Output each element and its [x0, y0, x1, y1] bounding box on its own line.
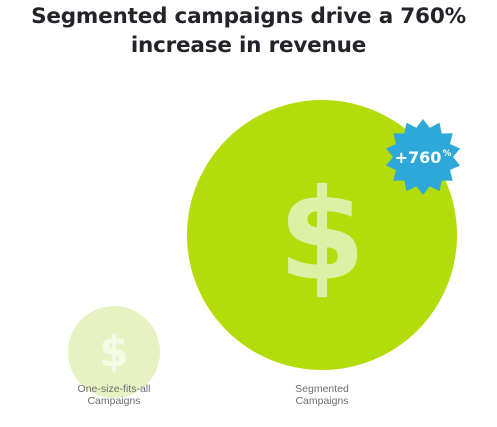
category-label: Campaigns	[295, 395, 348, 407]
increase-badge: +760%	[385, 119, 461, 195]
category-label: One-size-fits-all	[78, 383, 151, 395]
category-label: Segmented	[295, 383, 349, 395]
increase-suffix: %	[442, 149, 451, 159]
increase-label: +760	[395, 148, 442, 167]
value-bubble	[67, 305, 161, 399]
chart-title: Segmented campaigns drive a 760% increas…	[31, 4, 466, 58]
value-bubble	[187, 100, 457, 370]
category-label: Campaigns	[87, 395, 140, 407]
dollar-icon: $	[99, 327, 129, 377]
starburst-badge-icon	[385, 119, 461, 195]
dollar-icon: $	[278, 162, 366, 309]
